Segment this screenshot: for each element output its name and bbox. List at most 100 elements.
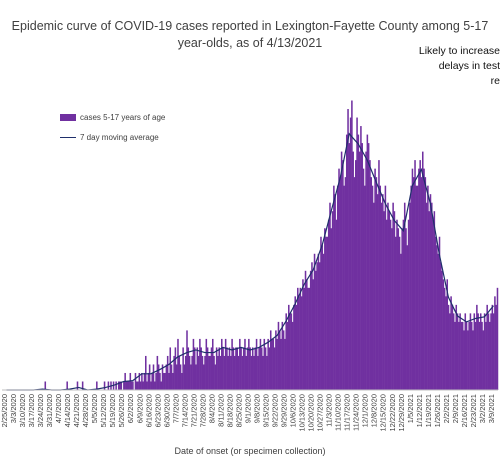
bar	[159, 372, 161, 390]
bar	[197, 355, 200, 390]
bar	[371, 185, 374, 390]
chart-title: Epidemic curve of COVID-19 cases reporte…	[0, 18, 500, 52]
bar	[191, 355, 193, 390]
bar	[405, 228, 407, 390]
bar	[385, 219, 388, 390]
bar	[333, 185, 335, 390]
bar	[221, 338, 223, 390]
bar	[485, 321, 487, 390]
bar	[387, 202, 389, 390]
bar	[315, 270, 317, 390]
bar	[438, 236, 441, 390]
x-tick-label: 3/2/2021	[478, 394, 487, 423]
bar	[258, 347, 260, 390]
bar	[213, 355, 215, 390]
bar	[468, 321, 470, 390]
bar	[331, 211, 334, 390]
bar	[309, 270, 312, 390]
bar	[190, 364, 192, 390]
bar	[490, 313, 492, 390]
bar	[282, 330, 285, 390]
x-tick-label: 5/26/2020	[117, 394, 126, 427]
x-tick-label: 8/18/2020	[225, 394, 234, 427]
bar	[428, 211, 430, 390]
bar	[361, 143, 363, 390]
x-tick-label: 2/25/2020	[0, 394, 9, 427]
bar	[273, 347, 276, 390]
bar	[496, 287, 499, 390]
bar	[345, 134, 348, 390]
bar	[235, 347, 237, 390]
bar	[214, 364, 217, 390]
bar	[329, 202, 331, 390]
bar	[384, 185, 387, 390]
bar	[465, 321, 468, 390]
bar	[165, 364, 168, 390]
bar	[324, 228, 326, 390]
x-tick-label: 6/2/2020	[126, 394, 135, 423]
bar	[326, 236, 329, 390]
bar	[128, 381, 130, 390]
x-tick-label: 6/9/2020	[135, 394, 144, 423]
x-tick-label: 9/1/2020	[243, 394, 252, 423]
bar	[226, 347, 228, 390]
x-tick-label: 9/15/2020	[262, 394, 271, 427]
x-tick-label: 6/16/2020	[144, 394, 153, 427]
bar	[306, 279, 308, 390]
bar	[348, 143, 351, 390]
legend-label-moving-average: 7 day moving average	[80, 132, 159, 142]
x-tick-label: 10/6/2020	[289, 394, 298, 427]
x-tick-label: 10/20/2020	[307, 394, 316, 432]
bar	[154, 381, 156, 390]
bar	[196, 347, 199, 390]
bar	[281, 321, 284, 390]
bar	[156, 355, 159, 390]
bar	[183, 364, 186, 390]
bar	[335, 219, 338, 390]
bar	[237, 355, 240, 390]
bar	[416, 185, 419, 390]
bar	[201, 355, 204, 390]
x-tick-label: 3/9/2021	[487, 394, 496, 423]
x-tick-label: 6/30/2020	[162, 394, 171, 427]
bar	[318, 262, 321, 390]
bar	[410, 185, 412, 390]
bar	[456, 313, 459, 390]
bar	[223, 355, 226, 390]
x-tick-label: 4/14/2020	[63, 394, 72, 427]
bar	[251, 347, 254, 390]
x-tick-label: 9/8/2020	[252, 394, 261, 423]
bar	[187, 347, 190, 390]
annotation-line-2: delays in test	[438, 60, 500, 72]
bar	[419, 160, 421, 390]
bar	[460, 321, 463, 390]
bar	[349, 117, 352, 390]
bar	[418, 168, 420, 390]
bar	[150, 381, 152, 390]
bar	[157, 364, 160, 390]
x-tick-label: 5/12/2020	[99, 394, 108, 427]
x-tick-label: 12/22/2020	[388, 394, 397, 432]
bar	[360, 126, 362, 390]
bar	[246, 347, 249, 390]
bar	[135, 381, 138, 390]
bar	[242, 347, 245, 390]
bar	[195, 364, 197, 390]
bar	[129, 372, 132, 390]
x-tick-label: 2/9/2021	[451, 394, 460, 423]
bar	[255, 338, 258, 390]
bar	[411, 168, 414, 390]
annotation-line-3: re	[490, 75, 500, 87]
bar	[388, 211, 391, 390]
bar	[245, 355, 248, 390]
bar	[443, 287, 446, 390]
bar	[217, 355, 219, 390]
x-tick-label: 7/28/2020	[198, 394, 207, 427]
x-tick-label: 1/5/2021	[406, 394, 415, 423]
bar	[434, 236, 437, 390]
bar	[307, 287, 309, 390]
bar	[248, 338, 250, 390]
bar	[373, 202, 375, 390]
bar	[355, 160, 357, 390]
